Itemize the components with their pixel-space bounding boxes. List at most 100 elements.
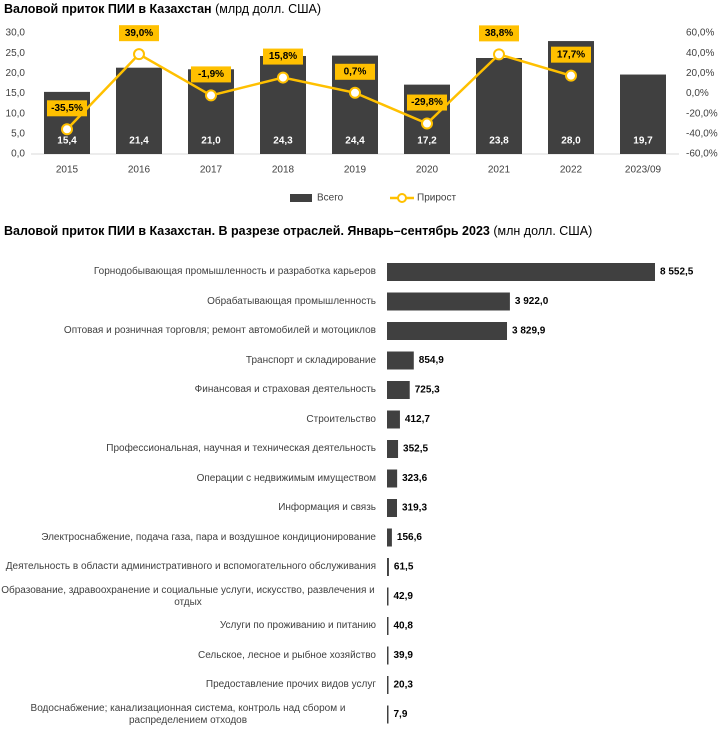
bar bbox=[387, 676, 389, 694]
x-tick-label: 2022 bbox=[560, 165, 583, 176]
bar bbox=[387, 617, 389, 635]
title-1: Валовой приток ПИИ в Казахстан (млрд дол… bbox=[4, 2, 321, 16]
category-label: Водоснабжение; канализационная система, … bbox=[0, 701, 376, 729]
category-label: Сельское, лесное и рыбное хозяйство bbox=[0, 642, 376, 670]
category-text: Строительство bbox=[306, 413, 376, 425]
label-box bbox=[335, 63, 375, 80]
y2-tick-label: -60,0% bbox=[686, 149, 718, 160]
bar bbox=[620, 74, 666, 154]
line-label: 17,7% bbox=[557, 49, 585, 60]
category-label: Финансовая и страховая деятельность bbox=[0, 376, 376, 404]
bar bbox=[387, 292, 510, 311]
bar bbox=[116, 67, 162, 154]
bar-label: 19,7 bbox=[633, 136, 653, 147]
bar-label: 23,8 bbox=[489, 136, 509, 147]
line-marker bbox=[493, 48, 505, 61]
x-tick-label: 2020 bbox=[416, 165, 439, 176]
x-tick-label: 2016 bbox=[128, 165, 151, 176]
bar-label: 20,3 bbox=[394, 680, 414, 691]
y-tick-label: 5,0 bbox=[11, 128, 25, 139]
x-tick-label: 2021 bbox=[488, 165, 511, 176]
bar bbox=[387, 410, 400, 429]
y2-tick-label: 60,0% bbox=[686, 28, 714, 39]
bar bbox=[387, 322, 508, 340]
category-text: Деятельность в области административного… bbox=[5, 561, 376, 572]
y-tick-label: 30,0 bbox=[6, 28, 26, 39]
bar-label: 725,3 bbox=[415, 385, 440, 396]
y-tick-label: 10,0 bbox=[6, 108, 26, 119]
line-marker bbox=[421, 117, 433, 130]
y-tick-label: 20,0 bbox=[6, 68, 26, 79]
category-label: Образование, здравоохранение и социальны… bbox=[0, 583, 376, 611]
bar bbox=[387, 469, 398, 488]
bar bbox=[387, 263, 655, 281]
line-marker bbox=[349, 86, 361, 99]
category-text: Водоснабжение; канализационная система, … bbox=[30, 702, 346, 726]
bar bbox=[387, 381, 410, 399]
category-label: Строительство bbox=[0, 406, 376, 434]
bar bbox=[387, 440, 399, 458]
category-label: Транспорт и складирование bbox=[0, 347, 376, 375]
line-label: -29,8% bbox=[411, 97, 443, 108]
category-text: Операции с недвижимым имуществом bbox=[196, 472, 376, 484]
category-label: Деятельность в области административного… bbox=[0, 553, 376, 581]
legend-swatch bbox=[290, 194, 312, 202]
bar bbox=[387, 587, 389, 606]
bar-label: 412,7 bbox=[405, 414, 430, 425]
bar-label: 7,9 bbox=[394, 709, 408, 720]
subtitle: (млн долл. США) bbox=[493, 224, 593, 238]
title-2: Валовой приток ПИИ в Казахстан. В разрез… bbox=[4, 224, 592, 238]
y2-tick-label: -40,0% bbox=[686, 128, 718, 139]
line-label: 38,8% bbox=[485, 28, 513, 39]
line-label: 39,0% bbox=[125, 28, 153, 39]
x-tick-label: 2015 bbox=[56, 165, 79, 176]
category-label: Предоставление прочих видов услуг bbox=[0, 671, 376, 699]
y2-tick-label: 0,0% bbox=[686, 88, 709, 99]
subtitle: (млрд долл. США) bbox=[215, 2, 322, 16]
category-label: Горнодобывающая промышленность и разрабо… bbox=[0, 258, 376, 286]
category-label: Обрабатывающая промышленность bbox=[0, 288, 376, 316]
bar-label: 3 922,0 bbox=[515, 296, 549, 307]
bar bbox=[387, 705, 389, 724]
bar-label: 40,8 bbox=[394, 621, 414, 632]
category-text: Транспорт и складирование bbox=[245, 354, 376, 366]
legend-label: Всего bbox=[317, 193, 344, 204]
category-text: Горнодобывающая промышленность и разрабо… bbox=[93, 266, 376, 277]
category-label: Операции с недвижимым имуществом bbox=[0, 465, 376, 493]
label-box bbox=[119, 25, 159, 42]
title: Валовой приток ПИИ в Казахстан bbox=[4, 2, 212, 16]
bar-label: 39,9 bbox=[394, 650, 414, 661]
bar-label: 21,4 bbox=[129, 136, 149, 147]
bar bbox=[387, 646, 389, 665]
bar-label: 24,4 bbox=[345, 136, 365, 147]
bar-label: 24,3 bbox=[273, 136, 293, 147]
category-label: Услуги по проживанию и питанию bbox=[0, 612, 376, 640]
category-text: Оптовая и розничная торговля; ремонт авт… bbox=[63, 325, 376, 336]
category-label: Оптовая и розничная торговля; ремонт авт… bbox=[0, 317, 376, 345]
category-text: Услуги по проживанию и питанию bbox=[219, 620, 376, 631]
category-text: Профессиональная, научная и техническая … bbox=[106, 443, 376, 454]
category-text: Финансовая и страховая деятельность bbox=[194, 384, 376, 395]
bar bbox=[476, 58, 522, 154]
bar-label: 156,6 bbox=[397, 532, 422, 543]
y2-tick-label: 20,0% bbox=[686, 68, 714, 79]
line-marker bbox=[565, 69, 577, 82]
y-tick-label: 15,0 bbox=[6, 88, 26, 99]
label-box bbox=[407, 94, 447, 111]
bar bbox=[387, 499, 398, 517]
bar-label: 15,4 bbox=[57, 136, 77, 147]
legend-swatch bbox=[397, 193, 407, 203]
category-text: Информация и связь bbox=[278, 502, 376, 513]
category-label: Электроснабжение, подача газа, пара и во… bbox=[0, 524, 376, 552]
bar-label: 42,9 bbox=[394, 591, 414, 602]
bar bbox=[387, 558, 389, 576]
x-tick-label: 2019 bbox=[344, 165, 367, 176]
category-label: Профессиональная, научная и техническая … bbox=[0, 435, 376, 463]
line-label: -35,5% bbox=[51, 103, 83, 114]
bar-label: 17,2 bbox=[417, 136, 437, 147]
y-tick-label: 0,0 bbox=[11, 149, 25, 160]
y-tick-label: 25,0 bbox=[6, 48, 26, 59]
label-box bbox=[191, 66, 231, 83]
line-label: -1,9% bbox=[198, 69, 224, 80]
